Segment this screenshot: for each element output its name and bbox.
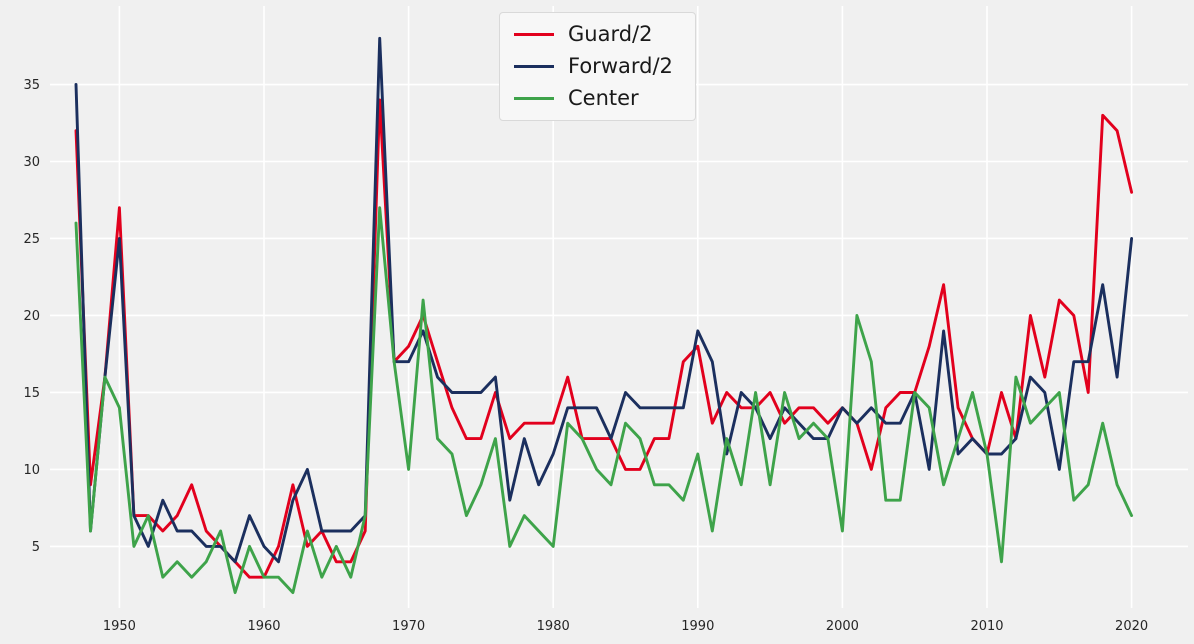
legend-label-forward2: Forward/2 [568,54,673,79]
x-axis-tick-label: 1970 [392,619,425,634]
forward2-line [74,36,1134,564]
guard2-line-swatch [514,33,554,37]
legend-item-center: Center [514,87,673,110]
legend-item-guard2: Guard/2 [514,22,673,46]
legend-label-center: Center [568,86,639,111]
y-axis-tick-label: 15 [23,386,40,401]
y-axis-tick-label: 25 [23,232,40,247]
y-axis-tick-label: 5 [32,540,40,555]
center-line-swatch [514,97,554,101]
x-axis-tick-label: 2000 [826,619,859,634]
x-axis-tick-label: 2020 [1115,619,1148,634]
y-axis-tick-label: 20 [23,309,40,324]
x-axis-tick-label: 1950 [103,619,136,634]
x-axis-tick-label: 1960 [247,619,280,634]
legend-item-forward2: Forward/2 [514,54,673,79]
forward2-line-swatch [514,65,554,69]
guard2-line [74,98,1134,579]
x-axis-tick-label: 1980 [537,619,570,634]
y-axis-tick-label: 10 [23,463,40,478]
legend: Guard/2 Forward/2 Center [499,12,696,122]
x-axis-tick-label: 1990 [681,619,714,634]
legend-label-guard2: Guard/2 [568,22,653,46]
x-axis-tick-label: 2010 [970,619,1003,634]
y-axis-tick-label: 30 [23,155,40,170]
y-axis-tick-label: 35 [23,78,40,93]
center-line [74,206,1134,595]
